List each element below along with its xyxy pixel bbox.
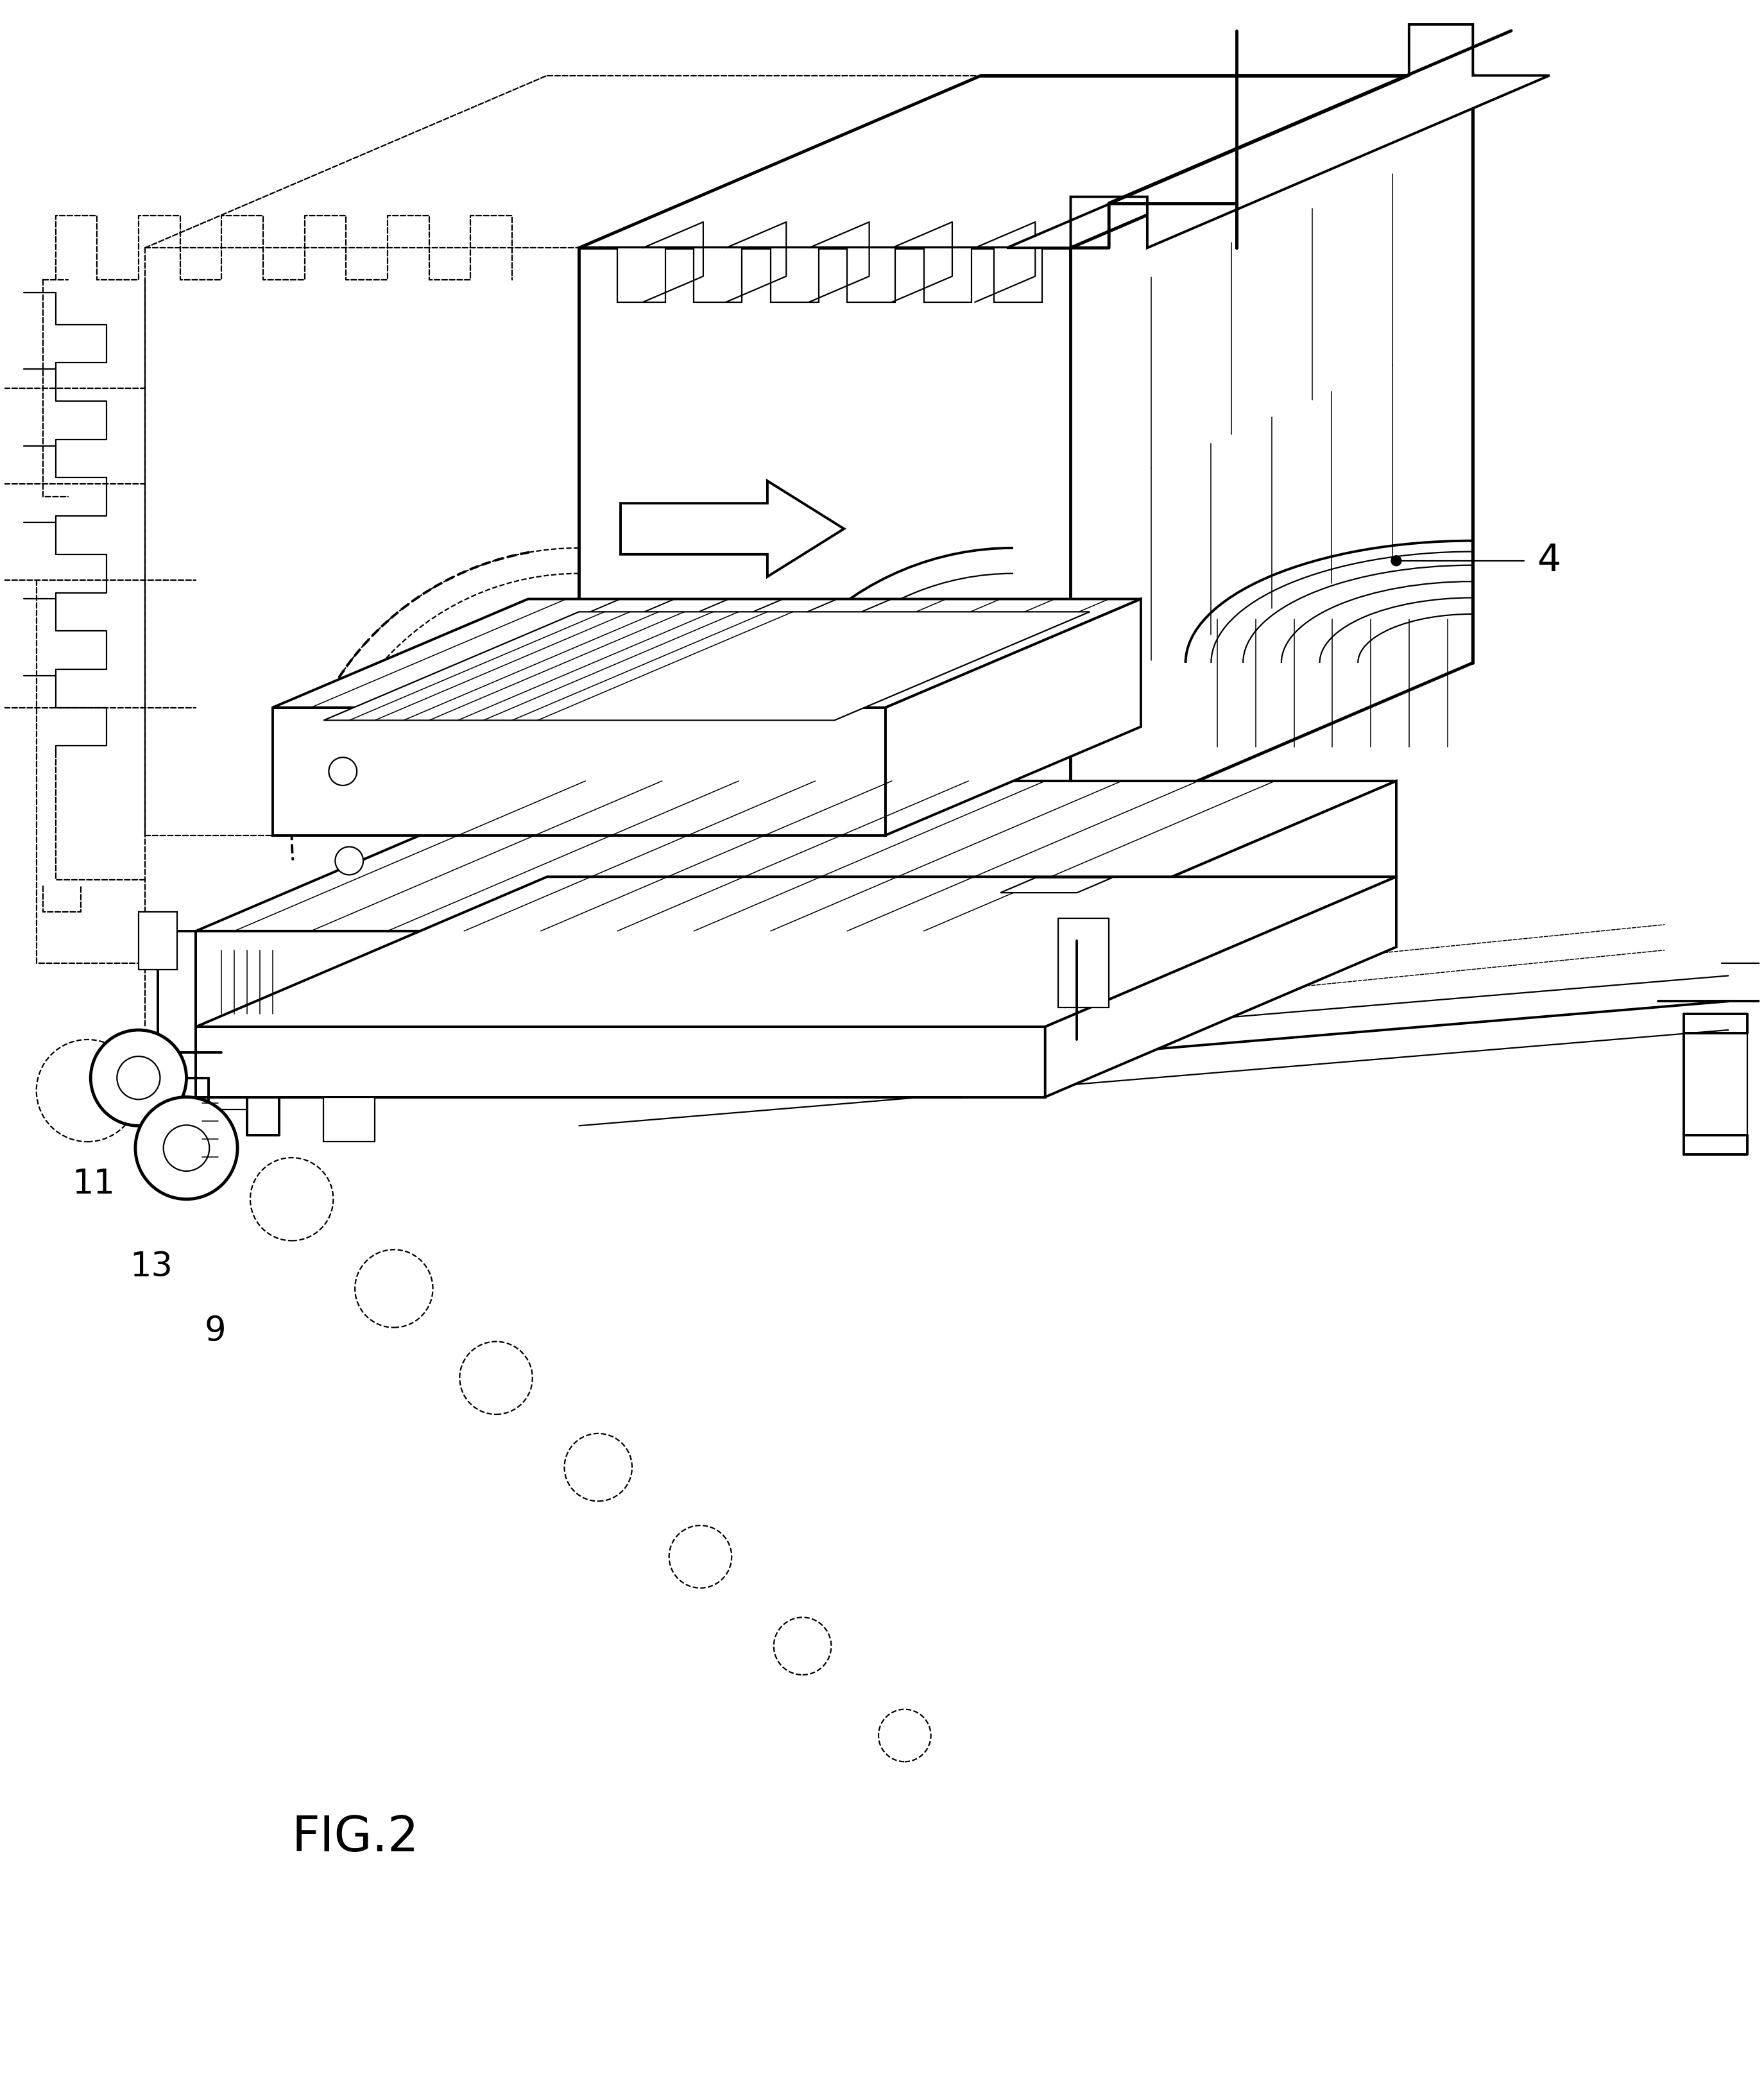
Circle shape [878, 1709, 931, 1761]
Text: 4: 4 [1536, 543, 1561, 579]
Polygon shape [196, 877, 1397, 1027]
Polygon shape [1044, 782, 1397, 1027]
Polygon shape [1058, 919, 1110, 1008]
Circle shape [564, 1433, 632, 1502]
Polygon shape [621, 481, 843, 577]
Circle shape [37, 1039, 139, 1141]
Polygon shape [1007, 25, 1549, 249]
Circle shape [774, 1618, 831, 1676]
Circle shape [460, 1342, 533, 1414]
Circle shape [250, 1157, 333, 1240]
Polygon shape [196, 782, 1397, 931]
Circle shape [164, 1124, 210, 1172]
Polygon shape [273, 599, 1141, 707]
Circle shape [335, 846, 363, 875]
Polygon shape [771, 249, 818, 303]
Polygon shape [693, 249, 743, 303]
Polygon shape [847, 249, 894, 303]
Text: 13: 13 [131, 1251, 173, 1284]
Polygon shape [995, 249, 1043, 303]
Polygon shape [1000, 877, 1111, 892]
Polygon shape [139, 913, 176, 969]
Text: 9: 9 [205, 1315, 226, 1348]
Text: 15: 15 [432, 786, 475, 819]
Polygon shape [323, 1097, 374, 1141]
Circle shape [669, 1524, 732, 1589]
Text: 11: 11 [72, 1168, 115, 1201]
Polygon shape [196, 1027, 1044, 1097]
Circle shape [1392, 556, 1401, 566]
Polygon shape [1044, 877, 1397, 1097]
Circle shape [136, 1097, 238, 1199]
Polygon shape [323, 612, 1090, 720]
Circle shape [355, 1251, 432, 1327]
Polygon shape [579, 249, 1071, 836]
Circle shape [90, 1031, 187, 1126]
Text: FIG.2: FIG.2 [291, 1815, 420, 1860]
Polygon shape [617, 249, 665, 303]
Circle shape [116, 1056, 161, 1099]
Circle shape [328, 757, 356, 786]
Polygon shape [273, 707, 886, 836]
Polygon shape [924, 249, 972, 303]
Polygon shape [1071, 75, 1473, 836]
Polygon shape [886, 599, 1141, 836]
Polygon shape [579, 75, 1473, 249]
Polygon shape [196, 931, 1044, 1027]
